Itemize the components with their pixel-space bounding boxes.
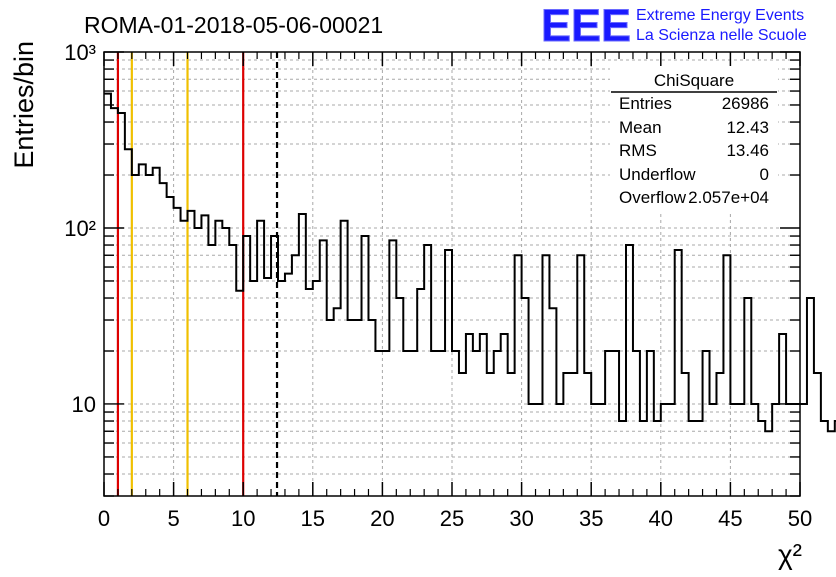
y-tick-label: 10² (64, 216, 96, 241)
stats-value-entries: 26986 (722, 94, 769, 113)
histogram-outline (104, 92, 836, 433)
stats-value-mean: 12.43 (726, 118, 769, 137)
stats-background (610, 66, 778, 211)
x-axis-label: χ² (778, 539, 802, 570)
x-tick-label: 35 (579, 506, 603, 531)
axis-ticks: 0 5 10 15 20 25 30 35 40 45 50 10 10² 10³ (64, 40, 812, 531)
x-tick-label: 25 (440, 506, 464, 531)
stats-value-overflow: 2.057e+04 (688, 188, 769, 207)
x-tick-label: 50 (788, 506, 812, 531)
stats-label-entries: Entries (619, 94, 672, 113)
chart-title: ROMA-01-2018-05-06-00021 (84, 12, 383, 38)
eee-logo: EEE Extreme Energy Events La Scienza nel… (541, 0, 807, 52)
x-tick-label: 0 (98, 506, 110, 531)
stats-label-underflow: Underflow (619, 165, 696, 184)
stats-value-rms: 13.46 (726, 141, 769, 160)
y-tick-label: 10³ (64, 40, 96, 65)
x-tick-label: 40 (649, 506, 673, 531)
stats-name: ChiSquare (654, 71, 734, 90)
y-axis-label: Entries/bin (9, 41, 39, 169)
logo-line-1: Extreme Energy Events (636, 7, 804, 24)
x-tick-label: 15 (301, 506, 325, 531)
x-tick-label: 5 (167, 506, 179, 531)
stats-value-underflow: 0 (760, 165, 769, 184)
logo-mark: EEE (541, 0, 631, 51)
marker-lines (116, 52, 279, 496)
stats-box: ChiSquare Entries 26986 Mean 12.43 RMS 1… (610, 66, 778, 211)
x-tick-label: 10 (231, 506, 255, 531)
x-tick-label: 20 (370, 506, 394, 531)
x-tick-label: 45 (718, 506, 742, 531)
stats-label-overflow: Overflow (619, 188, 687, 207)
x-tick-label: 30 (509, 506, 533, 531)
stats-label-rms: RMS (619, 141, 657, 160)
y-tick-label: 10 (72, 392, 96, 417)
logo-line-2: La Scienza nelle Scuole (636, 27, 807, 44)
stats-label-mean: Mean (619, 118, 662, 137)
